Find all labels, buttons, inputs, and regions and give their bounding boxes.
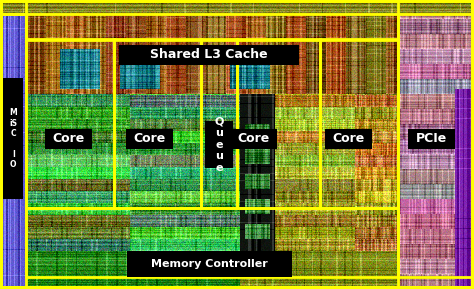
FancyBboxPatch shape: [230, 129, 277, 149]
Bar: [26, 39, 114, 208]
FancyBboxPatch shape: [118, 45, 299, 65]
Bar: [237, 39, 320, 208]
Text: Core: Core: [53, 132, 85, 145]
FancyBboxPatch shape: [408, 129, 455, 149]
Text: PCIe: PCIe: [416, 132, 447, 145]
Bar: [0, 14, 26, 289]
Text: Core: Core: [133, 132, 165, 145]
FancyBboxPatch shape: [325, 129, 372, 149]
Bar: [26, 208, 398, 277]
FancyBboxPatch shape: [3, 78, 23, 199]
Text: Shared L3 Cache: Shared L3 Cache: [150, 49, 267, 61]
Bar: [398, 14, 474, 277]
Bar: [0, 14, 398, 289]
Bar: [26, 0, 398, 40]
Bar: [320, 39, 398, 208]
Text: Core: Core: [237, 132, 270, 145]
Text: Memory Controller: Memory Controller: [151, 260, 268, 269]
Bar: [201, 39, 237, 208]
FancyBboxPatch shape: [127, 251, 292, 277]
FancyBboxPatch shape: [205, 121, 233, 168]
FancyBboxPatch shape: [126, 129, 173, 149]
Text: Core: Core: [332, 132, 365, 145]
Text: M
iS
C
 
I
O: M iS C I O: [9, 108, 17, 169]
Text: Q
u
e
u
e: Q u e u e: [214, 116, 224, 173]
FancyBboxPatch shape: [45, 129, 92, 149]
Bar: [114, 39, 201, 208]
